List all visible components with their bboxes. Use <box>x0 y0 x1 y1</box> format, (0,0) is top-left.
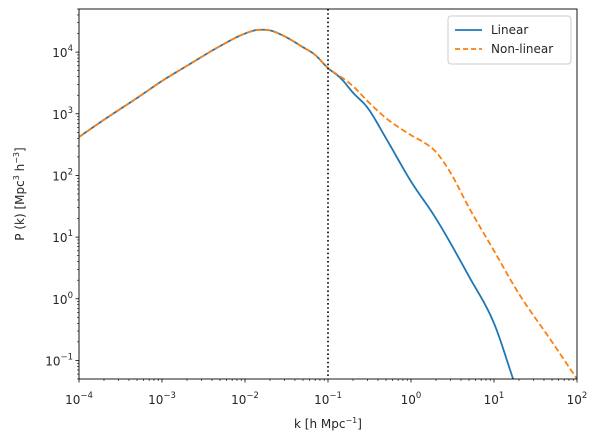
label-layer: k [h Mpc−1] P (k) [Mpc3 h−3] <box>12 147 362 431</box>
y-axis-label-b: h <box>13 164 27 175</box>
y-axis-label-sup1: 3 <box>12 175 21 180</box>
legend-label-non-linear: Non-linear <box>491 42 553 56</box>
y-tick-label: 100 <box>52 291 73 307</box>
y-tick-label: 101 <box>52 229 73 245</box>
x-axis-label: k [h Mpc−1] <box>294 416 362 431</box>
y-tick-label: 104 <box>52 44 73 60</box>
x-tick-label: 101 <box>484 391 505 407</box>
y-axis-label-a: P (k) [Mpc <box>13 180 27 240</box>
x-tick-label: 10−2 <box>231 391 259 407</box>
legend-box <box>447 15 572 65</box>
y-tick-label: 10−1 <box>45 352 73 368</box>
y-axis-label: P (k) [Mpc3 h−3] <box>12 147 27 240</box>
y-axis-label-sup2: −3 <box>12 152 21 164</box>
series-layer <box>79 28 577 379</box>
x-tick-label: 10−3 <box>148 391 176 407</box>
x-tick-label: 10−4 <box>65 391 93 407</box>
y-axis-label-c: ] <box>13 147 27 152</box>
tick-layer: 10−4 10−3 10−2 10−1 100 101 102 10−1 100 101 102 10… <box>45 8 588 407</box>
x-tick-label: 102 <box>567 391 588 407</box>
y-tick-label: 103 <box>52 106 73 122</box>
x-axis-label-tail: ] <box>357 417 362 431</box>
x-tick-label: 10−1 <box>314 391 342 407</box>
y-tick-label: 102 <box>52 167 73 183</box>
series-line-non-linear <box>79 28 577 379</box>
x-axis-label-sup: −1 <box>345 416 357 425</box>
legend: Linear Non-linear <box>447 15 572 65</box>
x-tick-label: 100 <box>401 391 422 407</box>
legend-label-linear: Linear <box>491 23 528 37</box>
x-axis-label-base: k [h Mpc <box>294 417 345 431</box>
